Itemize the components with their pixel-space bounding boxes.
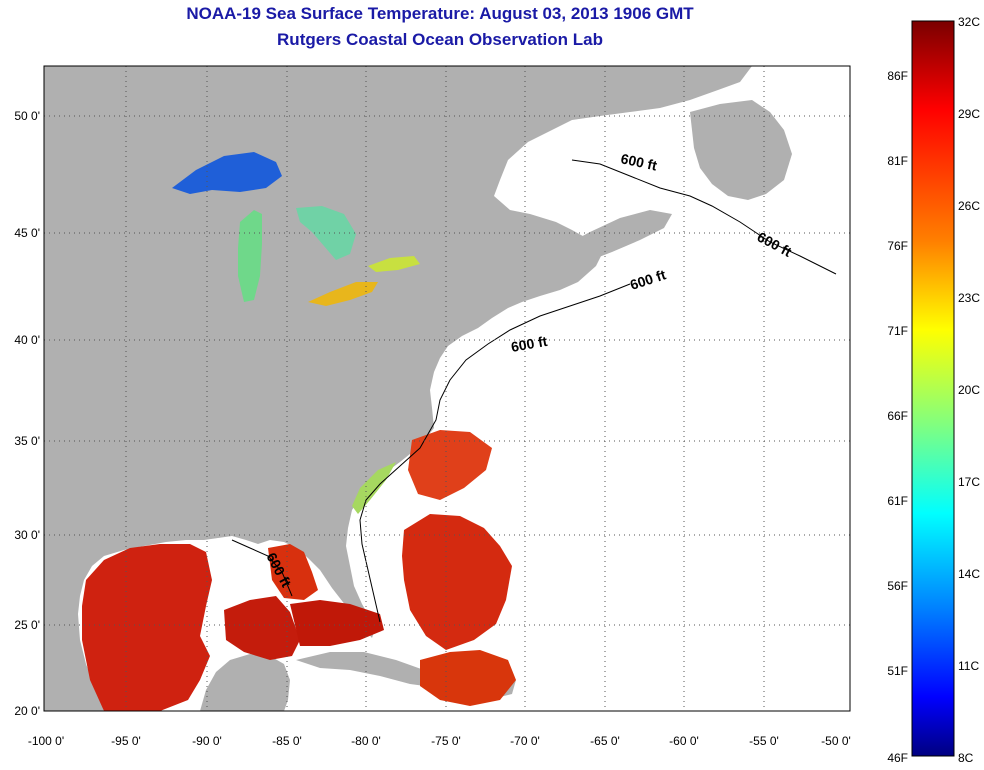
lat-tick-label: 40 0' — [14, 333, 40, 347]
colorbar-c-label: 23C — [958, 291, 980, 305]
colorbar-gradient — [911, 20, 955, 757]
colorbar-c-label: 29C — [958, 107, 980, 121]
lon-tick-label: -80 0' — [351, 734, 381, 748]
lon-tick-label: -70 0' — [510, 734, 540, 748]
lake-huron — [296, 206, 356, 260]
lat-tick-label: 20 0' — [14, 704, 40, 718]
lon-tick-label: -100 0' — [28, 734, 64, 748]
colorbar-c-label: 26C — [958, 199, 980, 213]
colorbar-f-label: 66F — [887, 409, 908, 423]
colorbar-c-label: 20C — [958, 383, 980, 397]
land-newfoundland — [690, 100, 792, 200]
map-frame — [43, 65, 851, 712]
lon-tick-label: -75 0' — [431, 734, 461, 748]
lake-ontario — [368, 256, 420, 272]
lon-tick-label: -65 0' — [590, 734, 620, 748]
land-nova-scotia — [560, 210, 672, 262]
lat-tick-label: 30 0' — [14, 528, 40, 542]
sst-caribbean — [420, 650, 516, 706]
colorbar-c-label: 17C — [958, 475, 980, 489]
isobath-600ft — [231, 159, 837, 623]
colorbar-f-label: 86F — [887, 69, 908, 83]
lat-tick-label: 50 0' — [14, 109, 40, 123]
lon-tick-label: -85 0' — [272, 734, 302, 748]
colorbar-c-label: 32C — [958, 15, 980, 29]
colorbar-c-label: 14C — [958, 567, 980, 581]
sst-gulf-stream-north — [408, 430, 492, 500]
land-yucatan — [200, 654, 290, 711]
lat-tick-label: 35 0' — [14, 434, 40, 448]
colorbar-f-label: 81F — [887, 154, 908, 168]
lake-erie — [308, 282, 378, 306]
map-area — [44, 66, 850, 711]
lake-superior — [172, 152, 282, 194]
colorbar-c-label: 11C — [958, 659, 979, 673]
lon-tick-label: -50 0' — [821, 734, 851, 748]
land-north-america — [44, 66, 752, 711]
lat-axis: 50 0' 45 0' 40 0' 35 0' 30 0' 25 0' 20 0… — [14, 109, 40, 718]
sst-gulf-stream-south — [402, 514, 512, 650]
lat-tick-label: 45 0' — [14, 226, 40, 240]
colorbar-c-label: 8C — [958, 751, 974, 765]
sst-florida-west — [268, 544, 318, 600]
lon-axis: -100 0' -95 0' -90 0' -85 0' -80 0' -75 … — [28, 734, 851, 748]
contour-label-1: 600 ft — [619, 150, 658, 173]
map-subtitle: Rutgers Coastal Ocean Observation Lab — [277, 30, 603, 49]
sst-florida-straits — [290, 600, 384, 646]
colorbar-f-label: 46F — [887, 751, 908, 765]
lon-tick-label: -60 0' — [669, 734, 699, 748]
colorbar-f-label: 76F — [887, 239, 908, 253]
sst-gulf-west — [82, 544, 212, 711]
lon-tick-label: -95 0' — [111, 734, 141, 748]
colorbar: 32C 29C 26C 23C 20C 17C 14C 11C 8C 86F 8… — [887, 15, 980, 765]
sst-carolina-shelf — [352, 462, 396, 514]
colorbar-f-label: 56F — [887, 579, 908, 593]
contour-label-4: 600 ft — [510, 333, 549, 355]
colorbar-f-label: 61F — [887, 494, 908, 508]
colorbar-f-label: 51F — [887, 664, 908, 678]
map-title: NOAA-19 Sea Surface Temperature: August … — [186, 4, 694, 23]
sst-gulf-east — [224, 596, 300, 660]
lat-tick-label: 25 0' — [14, 618, 40, 632]
lon-tick-label: -90 0' — [192, 734, 222, 748]
colorbar-f-label: 71F — [887, 324, 908, 338]
lon-tick-label: -55 0' — [749, 734, 779, 748]
